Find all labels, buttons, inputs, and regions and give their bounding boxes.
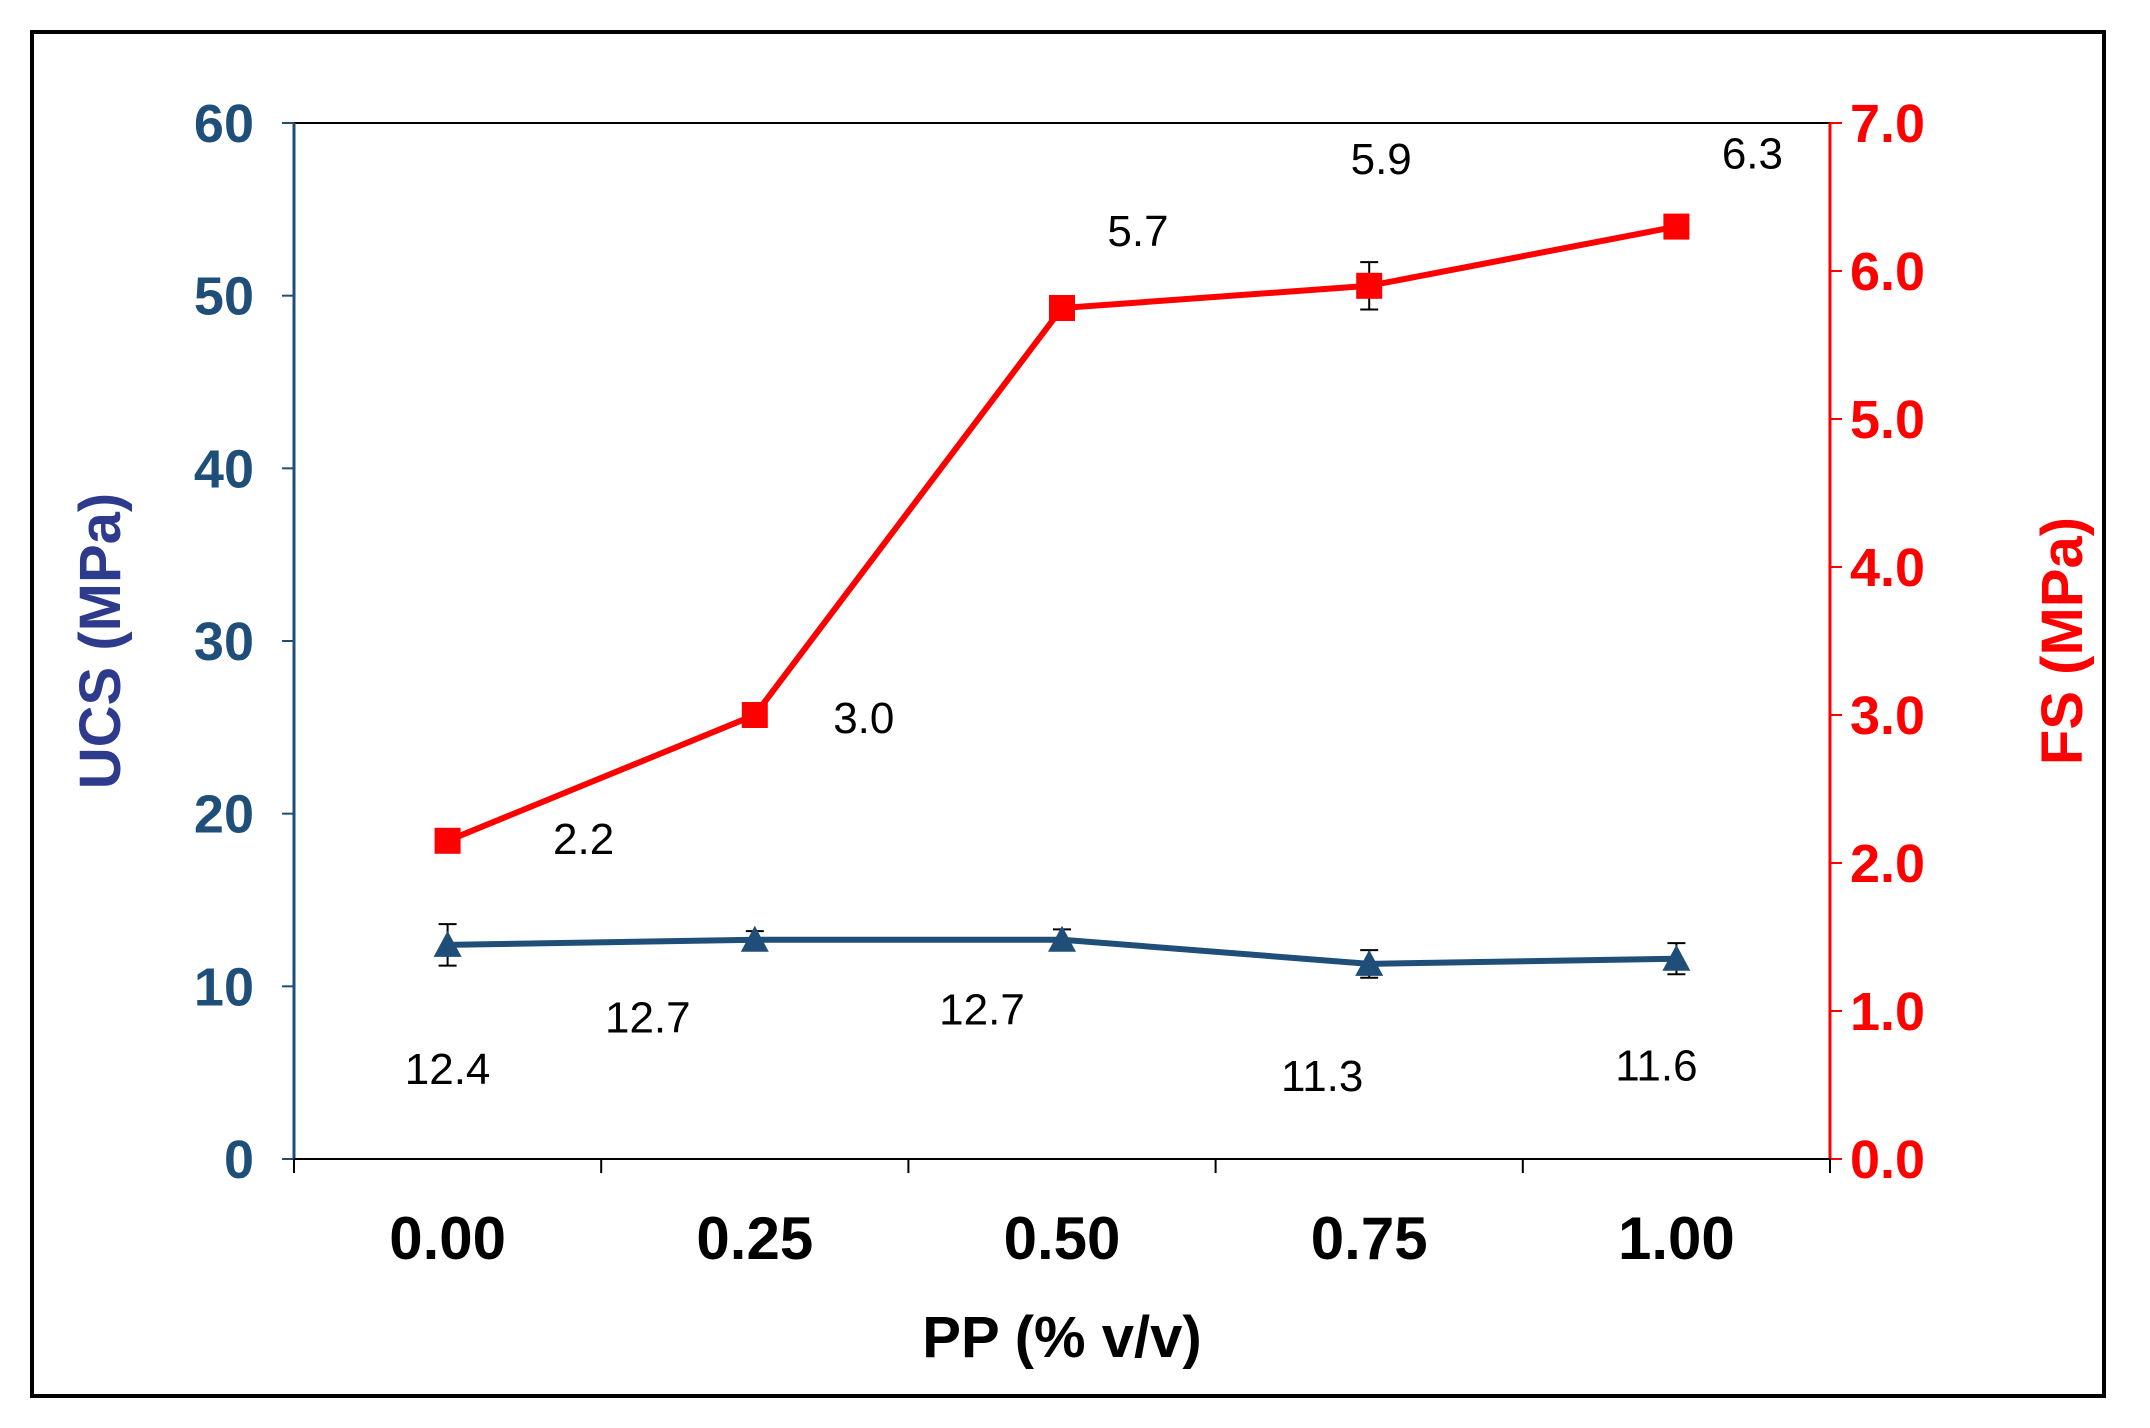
y-right-tick-label: 1.0 <box>1850 982 1925 1042</box>
y-left-axis-title: UCS (MPa) <box>68 493 133 789</box>
ucs-point <box>1048 925 1076 952</box>
ucs-data-label: 12.7 <box>939 986 1025 1035</box>
x-axis-title: PP (% v/v) <box>922 1305 1201 1370</box>
plot-area <box>293 122 1831 1160</box>
ucs-point <box>740 925 769 952</box>
y-left-tick-label: 40 <box>194 439 254 499</box>
y-right-tick-label: 0.0 <box>1850 1130 1925 1190</box>
fs-point <box>1663 213 1690 240</box>
ucs-data-label: 12.4 <box>405 1045 491 1094</box>
ucs-point <box>1355 949 1384 976</box>
y-left-tick-label: 10 <box>194 957 254 1017</box>
y-right-tick-label: 5.0 <box>1850 390 1925 450</box>
ucs-data-label: 12.7 <box>605 994 691 1043</box>
fs-point <box>434 827 461 854</box>
y-right-tick-label: 7.0 <box>1850 94 1925 154</box>
ucs-data-label: 11.6 <box>1615 1042 1697 1091</box>
series-layer <box>433 213 1691 979</box>
chart-frame <box>30 30 2106 1398</box>
fs-point <box>1049 295 1075 321</box>
y-right-tick-label: 6.0 <box>1850 242 1925 302</box>
y-left-tick-label: 60 <box>194 94 254 154</box>
fs-data-label: 5.7 <box>1107 207 1168 256</box>
fs-point <box>741 702 768 728</box>
y-right-tick-label: 2.0 <box>1850 834 1925 894</box>
fs-data-label: 5.9 <box>1351 135 1412 184</box>
fs-data-label: 6.3 <box>1722 130 1783 179</box>
fs-data-label: 2.2 <box>553 815 614 864</box>
ucs-point <box>433 930 462 957</box>
x-tick-label: 0.50 <box>1004 1205 1121 1272</box>
y-left-tick-label: 50 <box>194 267 254 327</box>
x-tick-label: 0.00 <box>389 1205 506 1272</box>
y-left-tick-label: 0 <box>224 1130 254 1190</box>
ucs-data-label: 11.3 <box>1281 1052 1363 1101</box>
fs-point <box>1356 272 1383 299</box>
labels-layer: 12.4 12.7 12.7 11.3 11.6 2.2 3.0 5.7 5.9 6.3 <box>405 130 1783 1101</box>
plot-border <box>293 122 1831 1160</box>
y-right-tick-label: 4.0 <box>1850 538 1925 598</box>
y-left-tick-label: 30 <box>194 612 254 672</box>
y-right-tick-label: 3.0 <box>1850 686 1925 746</box>
x-tick-label: 1.00 <box>1618 1205 1735 1272</box>
x-tick-label: 0.25 <box>696 1205 813 1272</box>
y-right-axis-title: FS (MPa) <box>2030 517 2095 765</box>
ucs-point <box>1662 944 1691 971</box>
y-left-tick-label: 20 <box>194 785 254 845</box>
x-tick-label: 0.75 <box>1311 1205 1428 1272</box>
fs-data-label: 3.0 <box>833 694 894 743</box>
axes: 0 10 20 30 40 50 60 0.0 1.0 2.0 3.0 4.0 5.0 6.0 7.0 0.0… <box>194 94 1925 1272</box>
